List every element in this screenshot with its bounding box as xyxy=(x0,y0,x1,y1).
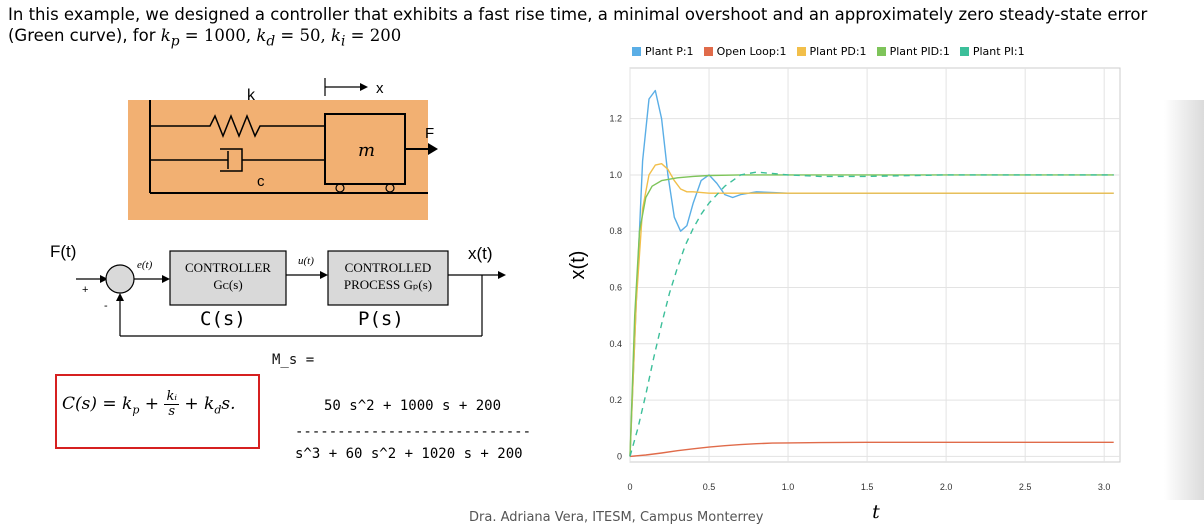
y-tick-label: 0 xyxy=(617,451,622,461)
y-tick-label: 0.2 xyxy=(609,395,622,405)
y-tick-label: 0.4 xyxy=(609,339,622,349)
y-tick-label: 0.8 xyxy=(609,226,622,236)
intro-line1: In this example, we designed a controlle… xyxy=(8,5,1148,24)
controller-caption: C(s) xyxy=(200,308,246,330)
spring xyxy=(150,113,325,139)
series-line xyxy=(629,441,1114,458)
footer-credit: Dra. Adriana Vera, ITESM, Campus Monterr… xyxy=(469,510,764,525)
legend-swatch xyxy=(796,47,806,56)
intro-line2-prefix: (Green curve), for xyxy=(8,26,161,45)
minus-sign: - xyxy=(104,300,108,312)
legend-label: Plant PD:1 xyxy=(809,45,867,58)
tf-denominator: s^3 + 60 s^2 + 1020 s + 200 xyxy=(295,446,523,462)
edge-fade xyxy=(1164,100,1204,500)
output-label: x(t) xyxy=(468,244,493,263)
y-axis-label: x(t) xyxy=(567,251,589,280)
chart-legend: Plant P:1 Open Loop:1 Plant PD:1 Plant PID:… xyxy=(632,45,1025,58)
series-line xyxy=(629,171,1114,457)
displacement-label: x xyxy=(376,80,384,97)
legend-swatch xyxy=(703,47,713,56)
plant-line1: CONTROLLED xyxy=(345,260,432,275)
controller-block xyxy=(169,250,287,306)
plus-sign: + xyxy=(82,284,88,296)
plant-block xyxy=(327,250,449,306)
series-line xyxy=(629,162,1114,457)
y-tick-label: 1.2 xyxy=(609,114,622,124)
force-arrow xyxy=(428,143,438,155)
plant-caption: P(s) xyxy=(358,308,404,330)
summing-junction xyxy=(105,264,135,294)
force-label: F xyxy=(425,125,434,142)
legend-label: Open Loop:1 xyxy=(716,45,787,58)
legend-item[interactable]: Plant PD:1 xyxy=(796,45,867,58)
wheel-right xyxy=(385,183,395,193)
wheel-left xyxy=(335,183,345,193)
tf-name: M_s = xyxy=(272,352,315,368)
legend-label: Plant PI:1 xyxy=(972,45,1025,58)
mass-block xyxy=(324,113,406,185)
legend-swatch xyxy=(632,47,641,56)
y-tick-label: 1.0 xyxy=(609,170,622,180)
controller-line2: Gᴄ(s) xyxy=(213,277,242,292)
intro-text: In this example, we designed a controlle… xyxy=(8,4,1198,52)
x-tick-label: 0.5 xyxy=(703,482,716,492)
x-tick-label: 2.5 xyxy=(1019,482,1032,492)
legend-swatch xyxy=(876,47,886,56)
mass-label: m xyxy=(358,140,375,161)
plot-area xyxy=(629,67,1121,463)
intro-line2: (Green curve), for kp = 1000, kd = 50, k… xyxy=(8,25,1198,52)
x-axis-label: t xyxy=(872,501,880,523)
gain-values: kp = 1000, kd = 50, ki = 200 xyxy=(160,26,402,50)
transfer-function: M_s = xyxy=(272,352,314,368)
legend-item[interactable]: Plant PID:1 xyxy=(876,45,950,58)
damper-label: c xyxy=(257,173,265,190)
x-tick-label: 3.0 xyxy=(1098,482,1111,492)
feedback-block-diagram: F(t) + - e(t) CONTROLLER Gᴄ(s) u(t) CONT… xyxy=(50,242,506,337)
x-tick-label: 1.0 xyxy=(782,482,795,492)
y-tick-label: 0.6 xyxy=(609,283,622,293)
plant-line2: PROCESS Gₚ(s) xyxy=(344,277,432,292)
control-signal-label: u(t) xyxy=(298,255,314,267)
x-tick-label: 2.0 xyxy=(940,482,953,492)
response-chart: 0 0.5 1.0 1.5 2.0 2.5 3.0 0 0.2 0.4 0.6 0.8 1.0 1.2 x(… xyxy=(567,67,1121,523)
displacement-arrow xyxy=(360,83,368,91)
input-label: F(t) xyxy=(50,242,76,261)
pid-formula: C(s) = kp + kᵢ s + kds. xyxy=(62,389,236,419)
tf-numerator: 50 s^2 + 1000 s + 200 xyxy=(324,398,502,414)
error-label: e(t) xyxy=(137,259,153,271)
legend-item[interactable]: Plant P:1 xyxy=(632,45,694,58)
legend-swatch xyxy=(959,47,969,56)
spring-label: k xyxy=(247,87,256,104)
legend-label: Plant P:1 xyxy=(645,45,694,58)
tf-divider: ---------------------------- xyxy=(295,424,532,440)
legend-item[interactable]: Plant PI:1 xyxy=(959,45,1025,58)
legend-label: Plant PID:1 xyxy=(889,45,950,58)
x-tick-label: 1.5 xyxy=(861,482,874,492)
pid-formula-box: C(s) = kp + kᵢ s + kds. xyxy=(55,374,260,449)
legend-item[interactable]: Open Loop:1 xyxy=(703,45,787,58)
mass-spring-damper-diagram: k c m F x xyxy=(128,78,438,220)
controller-line1: CONTROLLER xyxy=(185,260,271,275)
x-tick-label: 0 xyxy=(627,482,632,492)
